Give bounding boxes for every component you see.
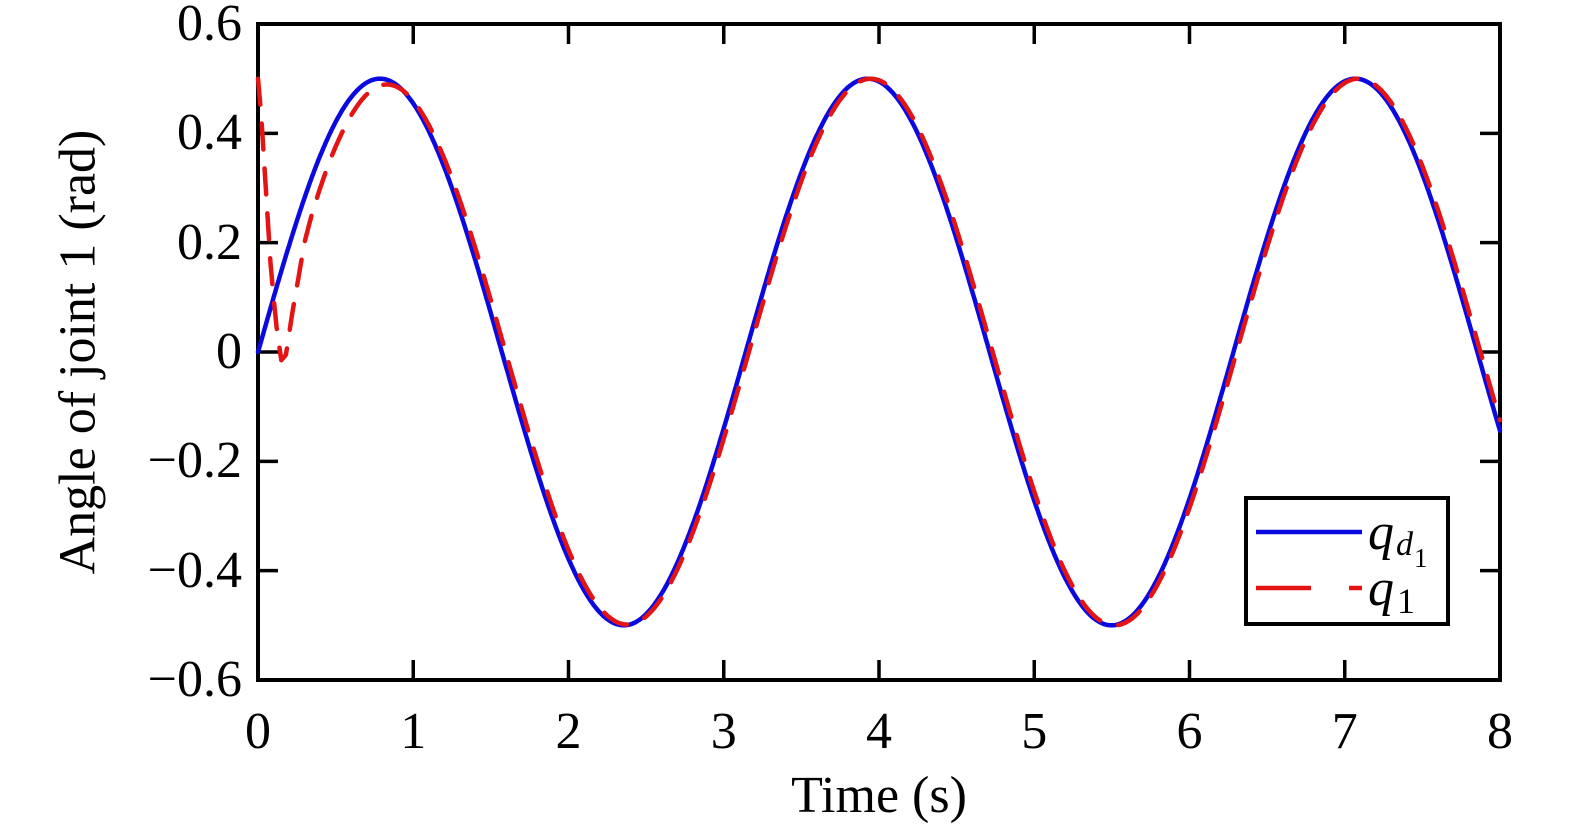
y-tick-label-0.4: 0.4 (177, 104, 242, 162)
y-tick-label-−0.2: −0.2 (147, 432, 242, 490)
x-tick-label-0: 0 (245, 703, 271, 760)
y-tick-label-0.6: 0.6 (177, 0, 242, 52)
series-q1_actual-line (255, 76, 1503, 628)
legend-box (1244, 496, 1450, 626)
y-tick-label-−0.6: −0.6 (147, 651, 242, 708)
y-tick-label-0.2: 0.2 (177, 213, 242, 271)
x-tick-label-2: 2 (555, 703, 582, 760)
x-tick-label-6: 6 (1176, 703, 1203, 760)
x-tick-label-8: 8 (1487, 703, 1513, 760)
legend-q1-base: q (1368, 559, 1394, 617)
x-tick-label-5: 5 (1021, 703, 1048, 760)
x-tick-label-4: 4 (866, 703, 892, 760)
y-tick-label-−0.4: −0.4 (147, 541, 242, 599)
legend-qd1-base: q (1368, 503, 1394, 561)
x-tick-label-7: 7 (1331, 703, 1358, 760)
legend-qd1-subsub: 1 (1414, 542, 1428, 573)
x-axis-label: Time (s) (791, 767, 967, 824)
legend-q1-sub: 1 (1397, 581, 1415, 621)
x-tick-label-1: 1 (400, 703, 427, 760)
legend-qd1-sub: d (1396, 526, 1413, 563)
x-tick-label-3: 3 (710, 703, 737, 760)
y-tick-label-0: 0 (216, 323, 242, 380)
